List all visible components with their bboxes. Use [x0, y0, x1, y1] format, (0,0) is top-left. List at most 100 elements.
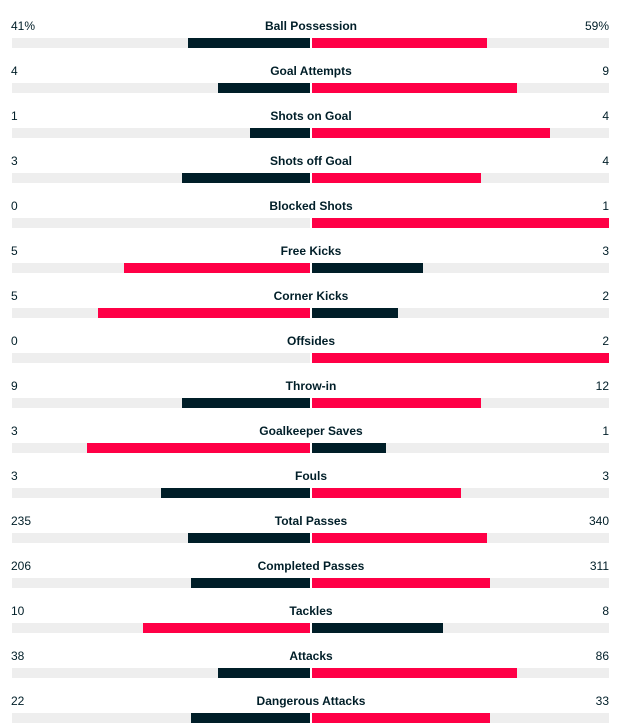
home-bar-track [12, 128, 310, 138]
home-bar-track [12, 398, 310, 408]
stat-row: 206 Completed Passes 311 [0, 547, 628, 592]
stat-row: 3 Goalkeeper Saves 1 [0, 412, 628, 457]
home-bar-track [12, 713, 310, 723]
stat-label: Shots on Goal [270, 109, 352, 123]
away-bar-fill [312, 398, 482, 408]
stat-label: Total Passes [274, 514, 348, 528]
away-bar-track [312, 398, 609, 408]
away-bar-fill [312, 533, 488, 543]
away-bar-track [312, 218, 609, 228]
home-bar-track [12, 173, 310, 183]
home-bar-fill [86, 443, 310, 453]
stat-row: 0 Offsides 2 [0, 322, 628, 367]
stat-row: 4 Goal Attempts 9 [0, 52, 628, 97]
home-bar-track [12, 578, 310, 588]
home-bar-fill [217, 83, 310, 93]
home-value: 4 [11, 64, 18, 78]
stat-row: 0 Blocked Shots 1 [0, 187, 628, 232]
home-bar-track [12, 668, 310, 678]
home-bar-track [12, 623, 310, 633]
away-bar-fill [312, 308, 399, 318]
away-bar-fill [312, 83, 517, 93]
stat-label: Completed Passes [257, 559, 365, 573]
away-value: 9 [602, 64, 609, 78]
stat-label: Offsides [286, 334, 335, 348]
home-value: 38 [11, 649, 25, 663]
away-bar-track [312, 668, 609, 678]
stat-label: Free Kicks [280, 244, 342, 258]
away-bar-track [312, 623, 609, 633]
away-bar-track [312, 488, 609, 498]
stat-row: 5 Free Kicks 3 [0, 232, 628, 277]
away-bar-track [312, 128, 609, 138]
home-bar-fill [123, 263, 310, 273]
home-bar-fill [187, 38, 310, 48]
away-bar-fill [312, 353, 609, 363]
home-bar-track [12, 263, 310, 273]
stat-label: Shots off Goal [270, 154, 352, 168]
away-bar-fill [312, 713, 491, 723]
away-value: 86 [595, 649, 609, 663]
away-bar-track [312, 533, 609, 543]
away-value: 2 [602, 289, 609, 303]
away-bar-fill [312, 578, 491, 588]
stat-label: Goalkeeper Saves [259, 424, 363, 438]
away-bar-track [312, 713, 609, 723]
away-value: 3 [602, 469, 609, 483]
home-bar-fill [98, 308, 310, 318]
away-value: 4 [602, 109, 609, 123]
home-value: 5 [11, 244, 18, 258]
home-value: 22 [11, 694, 25, 708]
stat-row: 235 Total Passes 340 [0, 502, 628, 547]
home-value: 0 [11, 199, 18, 213]
away-bar-track [312, 308, 609, 318]
home-value: 10 [11, 604, 25, 618]
away-value: 340 [588, 514, 609, 528]
away-bar-fill [312, 263, 424, 273]
home-value: 235 [11, 514, 32, 528]
away-bar-fill [312, 128, 550, 138]
stat-label: Blocked Shots [269, 199, 353, 213]
home-value: 9 [11, 379, 18, 393]
home-bar-fill [161, 488, 310, 498]
home-bar-track [12, 38, 310, 48]
stat-row: 5 Corner Kicks 2 [0, 277, 628, 322]
away-bar-track [312, 578, 609, 588]
stat-label: Throw-in [285, 379, 337, 393]
home-value: 0 [11, 334, 18, 348]
away-bar-fill [312, 488, 461, 498]
away-value: 1 [602, 199, 609, 213]
away-bar-fill [312, 173, 482, 183]
home-bar-fill [190, 713, 310, 723]
home-value: 3 [11, 469, 18, 483]
stat-label: Goal Attempts [270, 64, 352, 78]
away-value: 2 [602, 334, 609, 348]
away-bar-track [312, 443, 609, 453]
stat-label: Ball Possession [264, 19, 358, 33]
home-value: 3 [11, 154, 18, 168]
home-bar-track [12, 353, 310, 363]
stat-row: 3 Shots off Goal 4 [0, 142, 628, 187]
away-bar-track [312, 173, 609, 183]
home-bar-track [12, 218, 310, 228]
home-bar-fill [187, 533, 310, 543]
stat-row: 22 Dangerous Attacks 33 [0, 682, 628, 727]
away-bar-track [312, 83, 609, 93]
home-bar-fill [181, 173, 310, 183]
away-value: 3 [602, 244, 609, 258]
stat-label: Dangerous Attacks [256, 694, 366, 708]
home-value: 5 [11, 289, 18, 303]
away-bar-fill [312, 668, 517, 678]
home-bar-track [12, 308, 310, 318]
stat-label: Tackles [289, 604, 333, 618]
away-value: 12 [595, 379, 609, 393]
home-value: 41% [11, 19, 36, 33]
away-bar-track [312, 353, 609, 363]
home-bar-track [12, 488, 310, 498]
away-value: 33 [595, 694, 609, 708]
stat-row: 10 Tackles 8 [0, 592, 628, 637]
home-bar-track [12, 443, 310, 453]
away-value: 311 [589, 559, 609, 573]
home-bar-track [12, 533, 310, 543]
stat-row: 1 Shots on Goal 4 [0, 97, 628, 142]
